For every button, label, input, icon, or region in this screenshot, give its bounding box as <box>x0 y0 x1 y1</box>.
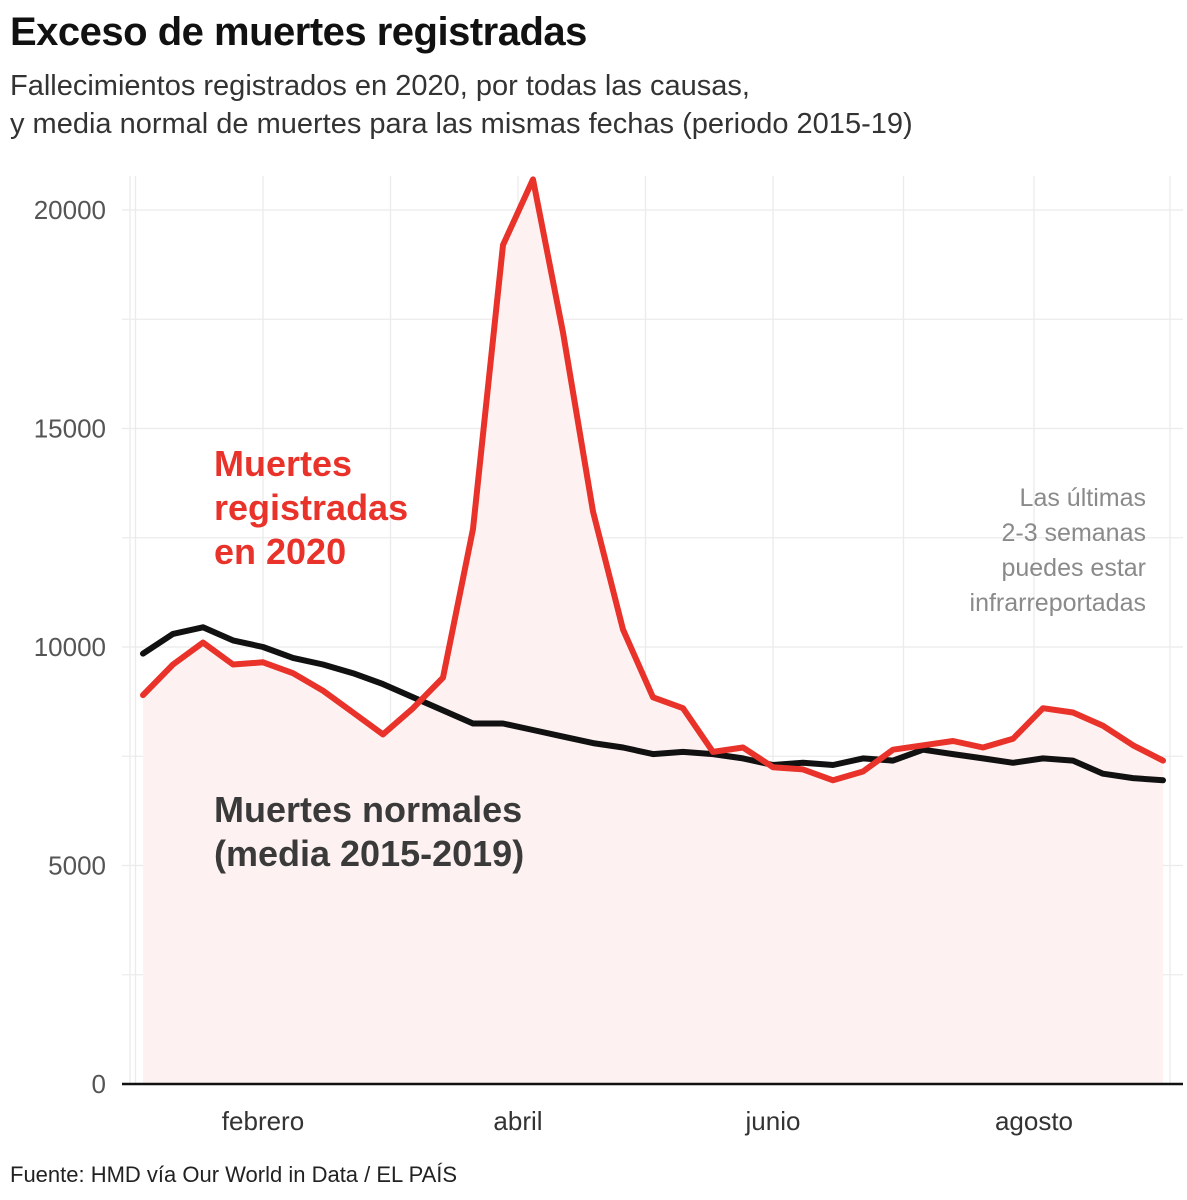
annotation-registered-line-2: registradas <box>214 487 408 528</box>
x-tick-label-abril: abril <box>493 1106 542 1136</box>
x-tick-label-febrero: febrero <box>222 1106 304 1136</box>
x-tick-label-agosto: agosto <box>995 1106 1073 1136</box>
chart-title: Exceso de muertes registradas <box>10 10 587 54</box>
y-tick-label: 5000 <box>48 851 106 881</box>
annotation-note-line-1: Las últimas <box>1020 484 1146 512</box>
series-lines <box>140 176 1166 784</box>
annotation-registered-line-3: en 2020 <box>214 531 346 572</box>
annotation-note-line-2: 2-3 semanas <box>1001 519 1146 547</box>
annotation-note-line-3: puedes estar <box>1001 554 1146 582</box>
annotation-note-line-4: infrarreportadas <box>970 589 1146 617</box>
series-line-registered-2020 <box>140 176 1166 784</box>
chart-subtitle-line-2: y media normal de muertes para las misma… <box>10 108 913 140</box>
annotation-normal-line-1: Muertes normales <box>214 789 522 830</box>
y-tick-label: 15000 <box>34 414 106 444</box>
chart-subtitle-line-1: Fallecimientos registrados en 2020, por … <box>10 70 750 102</box>
y-axis-ticks: 0 5000 10000 15000 20000 <box>34 195 106 1099</box>
annotation-registered-line-1: Muertes <box>214 443 352 484</box>
y-tick-label: 0 <box>92 1069 106 1099</box>
y-tick-label: 20000 <box>34 195 106 225</box>
x-tick-label-junio: junio <box>745 1106 801 1136</box>
registered-deaths-area <box>143 179 1163 1084</box>
annotation-normal-line-2: (media 2015-2019) <box>214 833 524 874</box>
series-line-normal-average <box>140 624 1166 784</box>
source-note: Fuente: HMD vía Our World in Data / EL P… <box>10 1162 458 1187</box>
y-tick-label: 10000 <box>34 632 106 662</box>
x-axis-ticks: febrero abril junio agosto <box>222 1106 1073 1136</box>
